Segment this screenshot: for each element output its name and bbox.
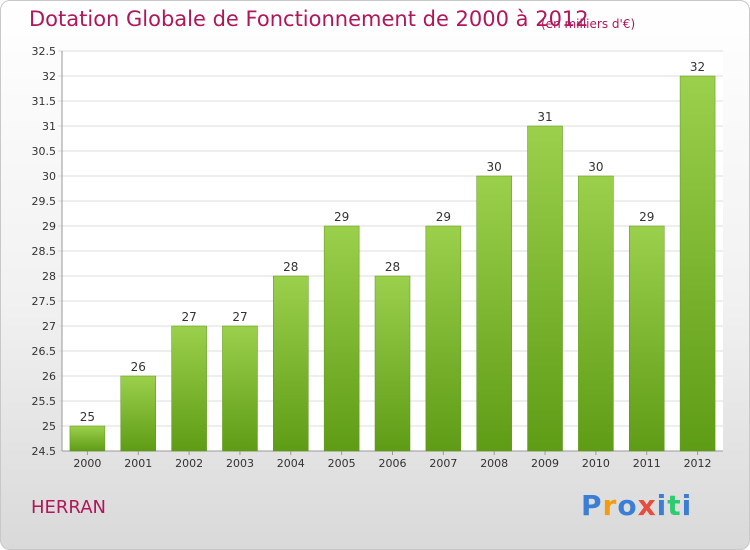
logo-letter: x xyxy=(637,489,657,522)
x-tick-label-2010: 2010 xyxy=(582,457,610,470)
logo-letter: i xyxy=(656,489,668,522)
y-tick-label: 25.5 xyxy=(32,395,57,408)
y-tick-label: 28 xyxy=(42,270,56,283)
x-tick-label-2005: 2005 xyxy=(328,457,356,470)
bar-2008[interactable] xyxy=(476,175,512,452)
data-label-2008: 30 xyxy=(487,160,502,174)
logo-letter: i xyxy=(681,489,693,522)
x-tick-label-2003: 2003 xyxy=(226,457,254,470)
bar-2012[interactable] xyxy=(679,75,716,452)
logo-letter: P xyxy=(581,489,603,522)
data-label-2001: 26 xyxy=(131,360,146,374)
y-tick-label: 32.5 xyxy=(32,45,57,58)
unit-label: (en milliers d'€) xyxy=(541,17,636,31)
y-tick-label: 32 xyxy=(42,70,56,83)
bar-2002[interactable] xyxy=(171,325,207,452)
data-label-2004: 28 xyxy=(283,260,298,274)
y-tick-label: 24.5 xyxy=(32,445,57,458)
y-tick-label: 30 xyxy=(42,170,56,183)
y-tick-label: 31 xyxy=(42,120,56,133)
x-tick-label-2007: 2007 xyxy=(429,457,457,470)
y-tick-label: 29.5 xyxy=(32,195,57,208)
data-label-2007: 29 xyxy=(436,210,451,224)
y-tick-label: 26.5 xyxy=(32,345,57,358)
x-tick-label-2011: 2011 xyxy=(633,457,661,470)
y-tick-label: 28.5 xyxy=(32,245,57,258)
proxiti-logo[interactable]: Proxiti xyxy=(581,489,692,522)
x-tick-label-2008: 2008 xyxy=(480,457,508,470)
bar-2000[interactable] xyxy=(69,425,106,452)
data-label-2002: 27 xyxy=(181,310,196,324)
x-tick-label-2006: 2006 xyxy=(379,457,407,470)
y-tick-label: 31.5 xyxy=(32,95,57,108)
y-tick-label: 25 xyxy=(42,420,56,433)
bar-2004[interactable] xyxy=(273,275,309,452)
logo-letter: o xyxy=(617,489,638,522)
data-label-2000: 25 xyxy=(80,410,95,424)
x-tick-label-2004: 2004 xyxy=(277,457,305,470)
bar-2010[interactable] xyxy=(578,175,614,452)
data-label-2010: 30 xyxy=(588,160,603,174)
chart-title: Dotation Globale de Fonctionnement de 20… xyxy=(29,7,589,31)
commune-name: HERRAN xyxy=(31,497,106,518)
x-tick-label-2012: 2012 xyxy=(684,457,712,470)
x-tick-label-2000: 2000 xyxy=(73,457,101,470)
data-label-2009: 31 xyxy=(537,110,552,124)
data-label-2011: 29 xyxy=(639,210,654,224)
x-tick-label-2009: 2009 xyxy=(531,457,559,470)
data-label-2006: 28 xyxy=(385,260,400,274)
y-tick-label: 27 xyxy=(42,320,56,333)
bar-2007[interactable] xyxy=(425,225,462,452)
x-tick-label-2002: 2002 xyxy=(175,457,203,470)
y-tick-label: 29 xyxy=(42,220,56,233)
bar-2005[interactable] xyxy=(323,225,360,452)
logo-letter: t xyxy=(667,489,682,522)
y-tick-label: 30.5 xyxy=(32,145,57,158)
data-label-2012: 32 xyxy=(690,60,705,74)
bar-2011[interactable] xyxy=(628,225,665,452)
x-tick-label-2001: 2001 xyxy=(124,457,152,470)
logo-letter: r xyxy=(602,489,618,522)
y-tick-label: 27.5 xyxy=(32,295,57,308)
y-tick-label: 26 xyxy=(42,370,56,383)
data-label-2005: 29 xyxy=(334,210,349,224)
bar-2006[interactable] xyxy=(374,275,411,452)
bar-2003[interactable] xyxy=(222,325,258,452)
data-label-2003: 27 xyxy=(232,310,247,324)
bar-2001[interactable] xyxy=(120,375,157,452)
bar-2009[interactable] xyxy=(527,125,563,452)
